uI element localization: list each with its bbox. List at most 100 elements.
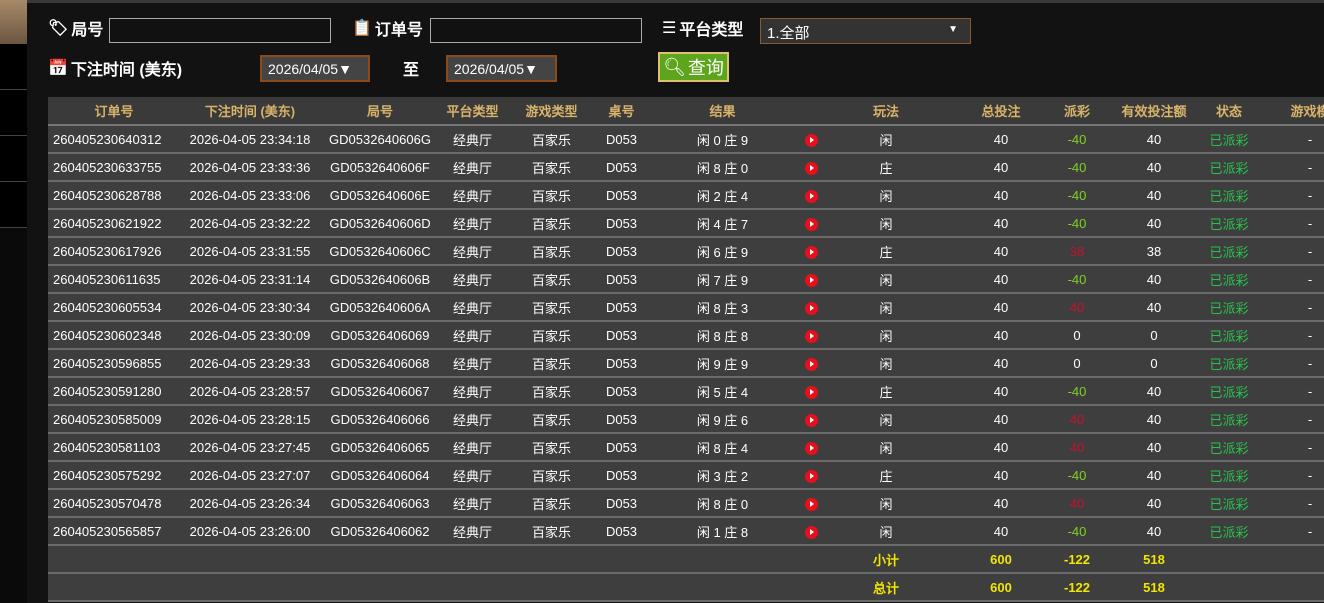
cell: 38 xyxy=(1052,237,1102,266)
cell: 40 xyxy=(950,125,1052,154)
cell: 260405230570478 xyxy=(48,489,180,518)
cell: 2026-04-05 23:26:00 xyxy=(180,517,320,546)
replay-cell xyxy=(800,125,822,154)
replay-cell xyxy=(800,181,822,210)
replay-cell xyxy=(800,153,822,182)
cell: 已派彩 xyxy=(1206,265,1252,294)
total-valid-bet: 518 xyxy=(1102,573,1206,602)
cell: 40 xyxy=(1102,153,1206,182)
cell: 经典厅 xyxy=(440,265,505,294)
query-button[interactable]: 🔍︎ 查询 xyxy=(658,52,729,82)
cell: 260405230596855 xyxy=(48,349,180,378)
cell: GD05326406069 xyxy=(320,321,440,350)
play-icon[interactable] xyxy=(804,301,818,315)
cell: 闲 xyxy=(822,209,950,238)
column-header: 状态 xyxy=(1206,97,1252,126)
list-icon: ☰ xyxy=(662,20,677,37)
platform-select[interactable]: 1.全部 ▼ xyxy=(760,18,971,44)
cell: 闲 3 庄 2 xyxy=(645,461,800,490)
cell: GD0532640606G xyxy=(320,125,440,154)
order-label: 📋 订单号 xyxy=(352,20,423,39)
cell: - xyxy=(1252,377,1324,406)
cell xyxy=(180,573,320,602)
cell: 40 xyxy=(1102,209,1206,238)
order-input[interactable] xyxy=(430,18,642,43)
cell: 260405230602348 xyxy=(48,321,180,350)
cell: 40 xyxy=(950,489,1052,518)
column-header: 玩法 xyxy=(822,97,950,126)
cell: - xyxy=(1252,321,1324,350)
cell xyxy=(320,545,440,574)
play-icon[interactable] xyxy=(804,217,818,231)
cell: 闲 0 庄 9 xyxy=(645,125,800,154)
play-icon[interactable] xyxy=(804,189,818,203)
cell: GD05326406068 xyxy=(320,349,440,378)
cell: 已派彩 xyxy=(1206,489,1252,518)
total-total-bet: 600 xyxy=(950,573,1052,602)
cell: 2026-04-05 23:31:14 xyxy=(180,265,320,294)
cell: 260405230633755 xyxy=(48,153,180,182)
cell xyxy=(1252,545,1324,574)
cell: D053 xyxy=(598,433,645,462)
cell: 0 xyxy=(1102,349,1206,378)
cell xyxy=(1206,545,1252,574)
cell: 2026-04-05 23:29:33 xyxy=(180,349,320,378)
replay-cell xyxy=(800,321,822,350)
cell: 闲 xyxy=(822,321,950,350)
column-header: 游戏模 xyxy=(1252,97,1324,126)
sidebar-item[interactable] xyxy=(0,44,27,90)
replay-cell xyxy=(800,377,822,406)
play-icon[interactable] xyxy=(804,133,818,147)
play-icon[interactable] xyxy=(804,525,818,539)
cell xyxy=(645,545,800,574)
cell: 经典厅 xyxy=(440,517,505,546)
cell: 闲 9 庄 6 xyxy=(645,405,800,434)
cell: 经典厅 xyxy=(440,293,505,322)
date-from[interactable]: 2026/04/05▼ xyxy=(260,55,370,82)
total-payout: -122 xyxy=(1052,573,1102,602)
cell: 40 xyxy=(1102,293,1206,322)
cell xyxy=(800,545,822,574)
round-input[interactable] xyxy=(109,18,331,43)
play-icon[interactable] xyxy=(804,413,818,427)
cell: GD05326406066 xyxy=(320,405,440,434)
cell: -40 xyxy=(1052,461,1102,490)
table-row: 260405230611635 2026-04-05 23:31:14 GD0532… xyxy=(48,265,1324,294)
sidebar-item[interactable] xyxy=(0,136,27,182)
cell: 百家乐 xyxy=(505,349,598,378)
play-icon[interactable] xyxy=(804,273,818,287)
round-label: 🏷 局号 xyxy=(48,20,104,39)
date-to[interactable]: 2026/04/05▼ xyxy=(446,55,557,82)
table-row: 260405230628788 2026-04-05 23:33:06 GD0532… xyxy=(48,181,1324,210)
cell xyxy=(440,545,505,574)
cell: 已派彩 xyxy=(1206,153,1252,182)
replay-cell xyxy=(800,517,822,546)
play-icon[interactable] xyxy=(804,497,818,511)
play-icon[interactable] xyxy=(804,441,818,455)
sidebar-item[interactable] xyxy=(0,182,27,228)
play-icon[interactable] xyxy=(804,357,818,371)
cell xyxy=(800,573,822,602)
cell: -40 xyxy=(1052,181,1102,210)
cell xyxy=(598,573,645,602)
cell: D053 xyxy=(598,209,645,238)
play-icon[interactable] xyxy=(804,245,818,259)
play-icon[interactable] xyxy=(804,385,818,399)
play-icon[interactable] xyxy=(804,329,818,343)
cell xyxy=(48,545,180,574)
cell: 庄 xyxy=(822,461,950,490)
column-header: 桌号 xyxy=(598,97,645,126)
cell: 已派彩 xyxy=(1206,237,1252,266)
cell: 经典厅 xyxy=(440,125,505,154)
cell: - xyxy=(1252,405,1324,434)
cell: 经典厅 xyxy=(440,209,505,238)
play-icon[interactable] xyxy=(804,469,818,483)
column-header xyxy=(800,97,822,126)
play-icon[interactable] xyxy=(804,161,818,175)
cell: 40 xyxy=(1052,489,1102,518)
cell: 40 xyxy=(950,321,1052,350)
platform-label: ☰ 平台类型 xyxy=(662,20,744,39)
cell: 百家乐 xyxy=(505,489,598,518)
sidebar-item[interactable] xyxy=(0,90,27,136)
replay-cell xyxy=(800,293,822,322)
